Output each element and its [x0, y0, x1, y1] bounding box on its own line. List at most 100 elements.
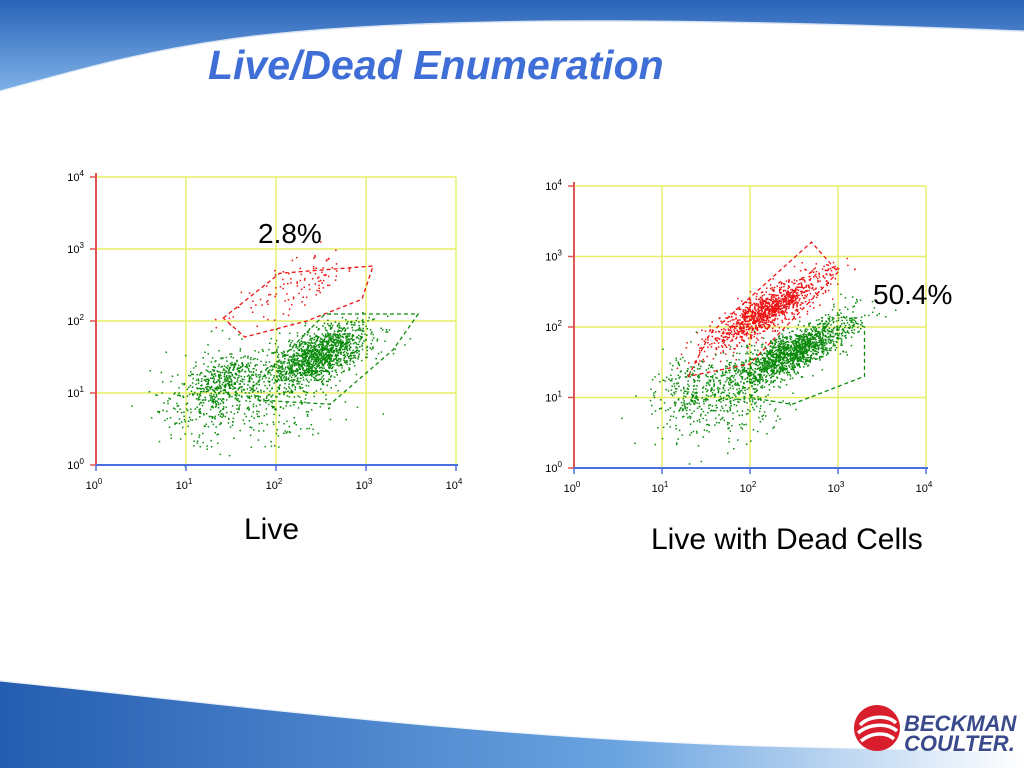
scatter-point-live — [269, 372, 271, 374]
scatter-point-live — [213, 370, 215, 373]
scatter-point-live — [315, 359, 317, 361]
scatter-point-live — [767, 367, 769, 369]
scatter-point-live — [779, 343, 781, 346]
scatter-point-dead — [315, 267, 317, 269]
y-tick-exponent: 3 — [80, 241, 85, 250]
scatter-point-live — [362, 327, 364, 330]
scatter-point-live — [332, 366, 334, 368]
scatter-point-live — [249, 376, 251, 378]
scatter-point-live — [297, 359, 299, 362]
scatter-point-dead — [749, 299, 752, 302]
scatter-point-dead — [703, 350, 706, 353]
scatter-point-live — [761, 354, 763, 356]
scatter-point-live — [220, 413, 222, 415]
scatter-point-live — [346, 349, 349, 352]
scatter-point-live — [326, 348, 328, 350]
scatter-point-dead — [744, 313, 747, 315]
scatter-point-dead — [786, 305, 788, 307]
scatter-point-live — [230, 372, 233, 374]
scatter-point-live — [267, 367, 269, 369]
scatter-point-live — [197, 397, 200, 399]
scatter-point-live — [779, 351, 781, 354]
scatter-point-live — [229, 366, 232, 369]
scatter-point-live — [264, 384, 266, 387]
scatter-point-live — [220, 377, 223, 379]
scatter-point-live — [296, 332, 299, 334]
scatter-point-live — [842, 328, 844, 330]
scatter-point-dead — [725, 317, 727, 319]
scatter-point-live — [790, 345, 792, 347]
scatter-point-live — [343, 350, 346, 353]
scatter-point-live — [293, 350, 295, 352]
scatter-point-live — [836, 326, 839, 328]
scatter-point-live — [308, 368, 311, 370]
scatter-point-live — [311, 354, 313, 356]
scatter-point-live — [295, 362, 298, 365]
scatter-point-live — [768, 374, 771, 377]
scatter-point-live — [778, 371, 781, 374]
scatter-point-dead — [768, 324, 771, 326]
scatter-point-live — [194, 391, 196, 394]
scatter-point-live — [293, 373, 295, 375]
scatter-point-live — [846, 354, 849, 356]
scatter-point-live — [275, 380, 277, 383]
scatter-point-live — [265, 397, 268, 399]
scatter-point-live — [740, 381, 742, 383]
scatter-point-dead — [311, 278, 314, 280]
scatter-point-live — [294, 388, 296, 391]
scatter-point-live — [803, 333, 805, 335]
scatter-point-live — [719, 387, 721, 390]
scatter-point-dead — [292, 296, 295, 298]
scatter-point-live — [349, 360, 352, 362]
scatter-point-live — [304, 341, 307, 343]
scatter-point-live — [804, 342, 807, 344]
scatter-point-live — [333, 341, 335, 344]
scatter-point-live — [196, 373, 198, 376]
scatter-point-live — [183, 383, 185, 386]
scatter-point-live — [308, 357, 311, 359]
scatter-point-live — [356, 336, 358, 338]
scatter-point-live — [206, 370, 209, 372]
x-tick-exponent: 0 — [98, 477, 103, 486]
scatter-point-live — [336, 325, 339, 328]
scatter-point-live — [845, 337, 847, 339]
scatter-point-dead — [792, 305, 794, 308]
scatter-point-live — [815, 343, 818, 346]
scatter-point-live — [798, 364, 800, 366]
scatter-point-dead — [739, 314, 742, 317]
scatter-point-live — [782, 335, 784, 337]
scatter-point-live — [211, 406, 214, 408]
scatter-point-live — [197, 378, 199, 380]
scatter-point-live — [767, 365, 769, 368]
scatter-point-live — [741, 378, 744, 380]
scatter-point-live — [808, 325, 810, 327]
scatter-point-dead — [739, 325, 741, 327]
scatter-point-live — [346, 335, 348, 337]
scatter-point-live — [327, 362, 330, 364]
scatter-point-dead — [827, 268, 830, 270]
scatter-point-live — [746, 380, 749, 382]
scatter-point-live — [361, 333, 363, 335]
x-tick-label: 104 — [446, 477, 463, 492]
scatter-point-live — [780, 341, 782, 343]
scatter-point-live — [304, 324, 306, 327]
scatter-point-live — [772, 371, 775, 373]
scatter-point-live — [341, 316, 344, 319]
scatter-point-live — [236, 381, 238, 383]
scatter-point-live — [316, 366, 319, 368]
scatter-point-dead — [729, 348, 731, 350]
scatter-point-dead — [296, 285, 299, 287]
scatter-point-live — [353, 339, 355, 341]
scatter-point-live — [301, 403, 303, 405]
scatter-point-live — [248, 379, 251, 382]
scatter-point-live — [292, 358, 295, 361]
scatter-point-dead — [789, 293, 791, 295]
scatter-point-live — [342, 336, 345, 339]
scatter-point-dead — [801, 286, 803, 288]
scatter-point-live — [268, 393, 271, 396]
scatter-point-live — [196, 442, 199, 444]
scatter-point-dead — [768, 316, 770, 319]
scatter-point-live — [240, 395, 243, 397]
scatter-point-dead — [787, 300, 789, 302]
scatter-point-dead — [763, 306, 766, 308]
